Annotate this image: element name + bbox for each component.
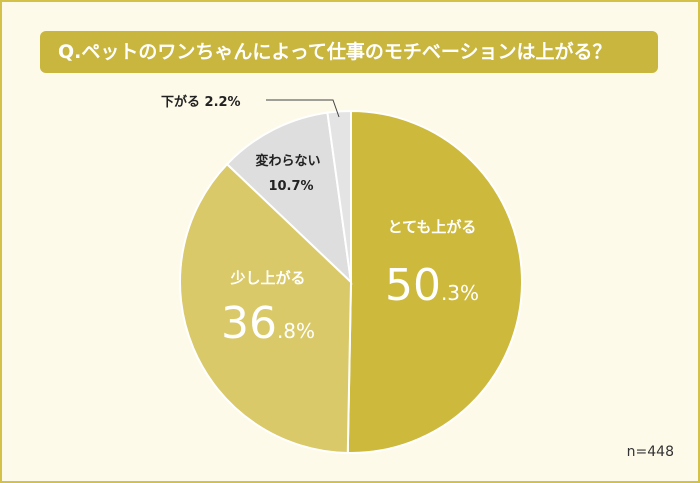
slice-totemo-agaru	[346, 109, 523, 454]
label-totemo-agaru: とても上がる	[388, 218, 477, 236]
sample-size-note: n=448	[626, 444, 674, 460]
label-kawaranai: 変わらない	[255, 153, 320, 169]
callout-line-sagaru	[266, 99, 340, 118]
value-kawaranai: 10.7%	[268, 179, 313, 194]
label-sukoshi-agaru: 少し上がる	[229, 269, 305, 287]
slice-sukoshi-agaru	[179, 162, 353, 454]
slice-sagaru	[326, 109, 352, 283]
callout-sagaru: 下がる 2.2%	[161, 94, 241, 110]
slice-kawaranai	[225, 111, 353, 285]
chart-title: Q.ペットのワンちゃんによって仕事のモチベーションは上がる？	[40, 31, 658, 73]
value-totemo-agaru: 50.3%	[385, 260, 479, 311]
value-sukoshi-agaru: 36.8%	[221, 298, 315, 349]
